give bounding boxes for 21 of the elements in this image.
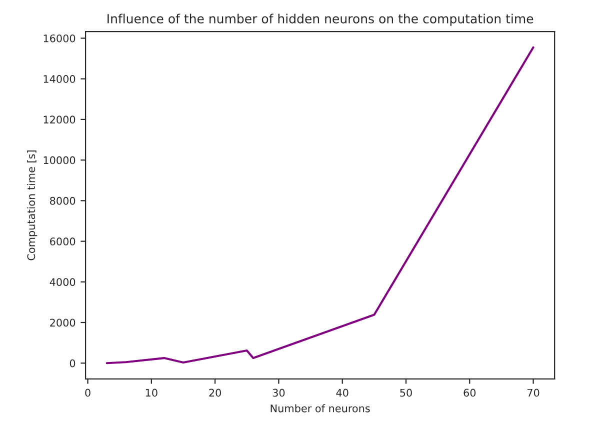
y-tick-label: 0 <box>70 359 76 368</box>
line-series <box>106 46 534 364</box>
y-tick-label: 4000 <box>50 278 76 286</box>
y-tick-label: 2000 <box>50 318 76 327</box>
x-tick-label: 30 <box>272 388 285 397</box>
y-tick-label: 10000 <box>44 156 76 164</box>
x-tick-label: 70 <box>528 388 540 397</box>
chart-title: Influence of the number of hidden neurons on the computation time <box>108 14 534 26</box>
x-tick-label: 0 <box>85 388 90 397</box>
y-tick-label: 14000 <box>44 75 76 83</box>
y-tick-label: 8000 <box>50 196 76 205</box>
y-tick-label: 6000 <box>50 238 76 246</box>
x-axis-title: Number of neurons <box>270 404 370 412</box>
y-tick-label: 16000 <box>44 34 76 42</box>
y-axis-title: Computation time [s] <box>27 150 38 260</box>
x-tick-label: 10 <box>146 388 158 397</box>
y-tick-label: 12000 <box>44 116 76 124</box>
x-tick-label: 60 <box>464 388 476 397</box>
x-tick-label: 50 <box>400 388 412 397</box>
x-tick-label: 20 <box>209 388 221 397</box>
x-tick-label: 40 <box>336 388 348 397</box>
